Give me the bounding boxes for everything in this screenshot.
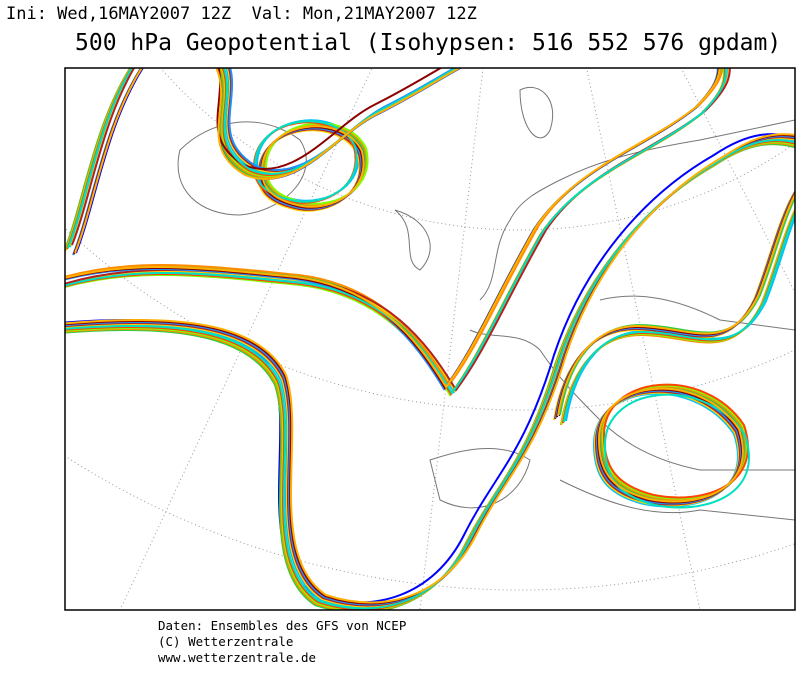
- contour-line: [65, 68, 721, 389]
- credit-url: www.wetterzentrale.de: [158, 650, 317, 665]
- contour-line: [602, 383, 749, 499]
- contour-line: [65, 143, 795, 610]
- contour-line: [65, 68, 726, 396]
- contour-line: [71, 68, 136, 246]
- contour-line: [65, 135, 795, 606]
- contour-line: [65, 136, 795, 607]
- contour-line: [65, 133, 795, 604]
- contour-line: [65, 141, 795, 610]
- init-time: Ini: Wed,16MAY2007 12Z: [6, 4, 232, 24]
- credit-source: Daten: Ensembles des GFS von NCEP: [158, 618, 407, 633]
- contour-line: [565, 214, 795, 422]
- contour-line: [67, 68, 133, 249]
- contour-line: [65, 140, 795, 610]
- contour-line: [65, 138, 795, 609]
- contour-line: [597, 387, 744, 503]
- contour-line: [65, 134, 795, 605]
- coastlines: [177, 86, 795, 521]
- contour-line: [65, 139, 795, 610]
- map-title: 500 hPa Geopotential (Isohypsen: 516 552…: [75, 30, 782, 56]
- contour-line: [563, 211, 795, 423]
- contour-line: [65, 68, 729, 394]
- contour-line: [65, 68, 724, 387]
- contour-line: [216, 68, 443, 171]
- contour-line: [75, 68, 145, 254]
- graticule: [65, 68, 795, 610]
- contour-line: [74, 68, 144, 254]
- ensemble-contours: [65, 68, 795, 610]
- contour-line: [65, 133, 795, 604]
- map-area: [65, 68, 795, 610]
- contour-line: [65, 68, 725, 397]
- contour-line: [225, 68, 459, 175]
- contour-line: [260, 125, 365, 208]
- contour-line: [65, 68, 727, 395]
- contour-line: [215, 68, 462, 181]
- contour-line: [557, 192, 795, 417]
- contour-line: [65, 142, 795, 610]
- valid-time: Val: Mon,21MAY2007 12Z: [251, 4, 477, 24]
- contour-line: [264, 122, 369, 205]
- contour-line: [65, 68, 731, 392]
- contour-line: [65, 137, 795, 608]
- contour-line: [65, 68, 730, 393]
- run-info: Ini: Wed,16MAY2007 12Z Val: Mon,21MAY200…: [6, 4, 477, 24]
- map-frame: [64, 67, 796, 611]
- credit-copyright: (C) Wetterzentrale: [158, 634, 294, 649]
- contour-line: [226, 68, 458, 174]
- contour-line: [603, 393, 750, 509]
